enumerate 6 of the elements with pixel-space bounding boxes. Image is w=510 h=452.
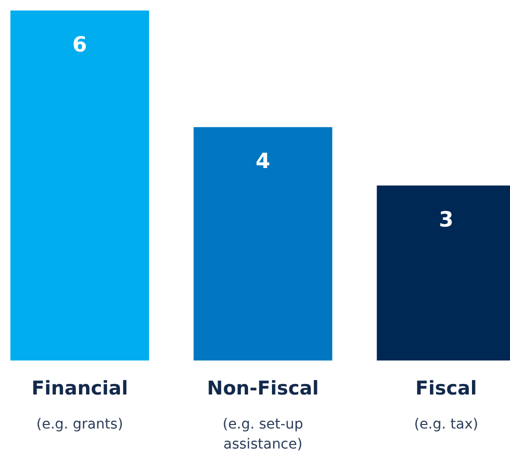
x-tick-label: Fiscal (e.g. tax) [414, 378, 478, 432]
x-tick-label: Financial (e.g. grants) [31, 378, 128, 432]
x-tick-label: Non-Fiscal (e.g. set-up assistance) [207, 378, 319, 452]
data-label: 3 [438, 208, 454, 232]
data-label: 6 [72, 32, 88, 56]
data-label: 4 [256, 149, 270, 174]
